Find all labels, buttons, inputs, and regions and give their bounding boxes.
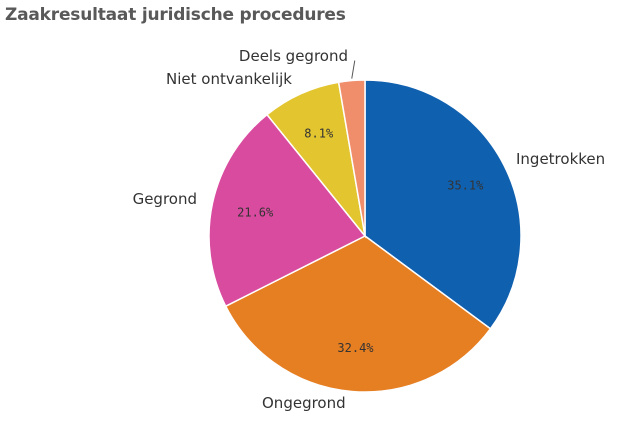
pie-slice-ingetrokken	[364, 79, 522, 330]
leader-line	[351, 60, 356, 79]
chart-title: Zaakresultaat juridische procedures	[5, 5, 346, 25]
data-label: 21.6%	[237, 205, 274, 219]
slice-label: Ongegrond	[262, 394, 346, 412]
pie-slice-gegrond	[208, 113, 367, 308]
pie-slice-ongegrond	[224, 235, 492, 393]
slice-labels: Ingetrokken Ongegrond Gegrond Niet ontvanke…	[133, 47, 606, 412]
slice-label: Deels gegrond	[239, 47, 348, 65]
pie-slice-deels-gegrond	[337, 79, 366, 237]
slice-label: Niet ontvankelijk	[166, 70, 292, 88]
data-label: 35.1%	[447, 178, 484, 192]
data-label: 8.1%	[304, 127, 334, 141]
slice-label: Gegrond	[133, 190, 197, 208]
data-labels: 35.1% 32.4% 21.6% 8.1%	[237, 127, 484, 355]
data-label: 32.4%	[337, 341, 374, 355]
slice-label: Ingetrokken	[516, 150, 605, 168]
leader-lines	[351, 60, 356, 79]
pie-slices	[208, 79, 522, 393]
